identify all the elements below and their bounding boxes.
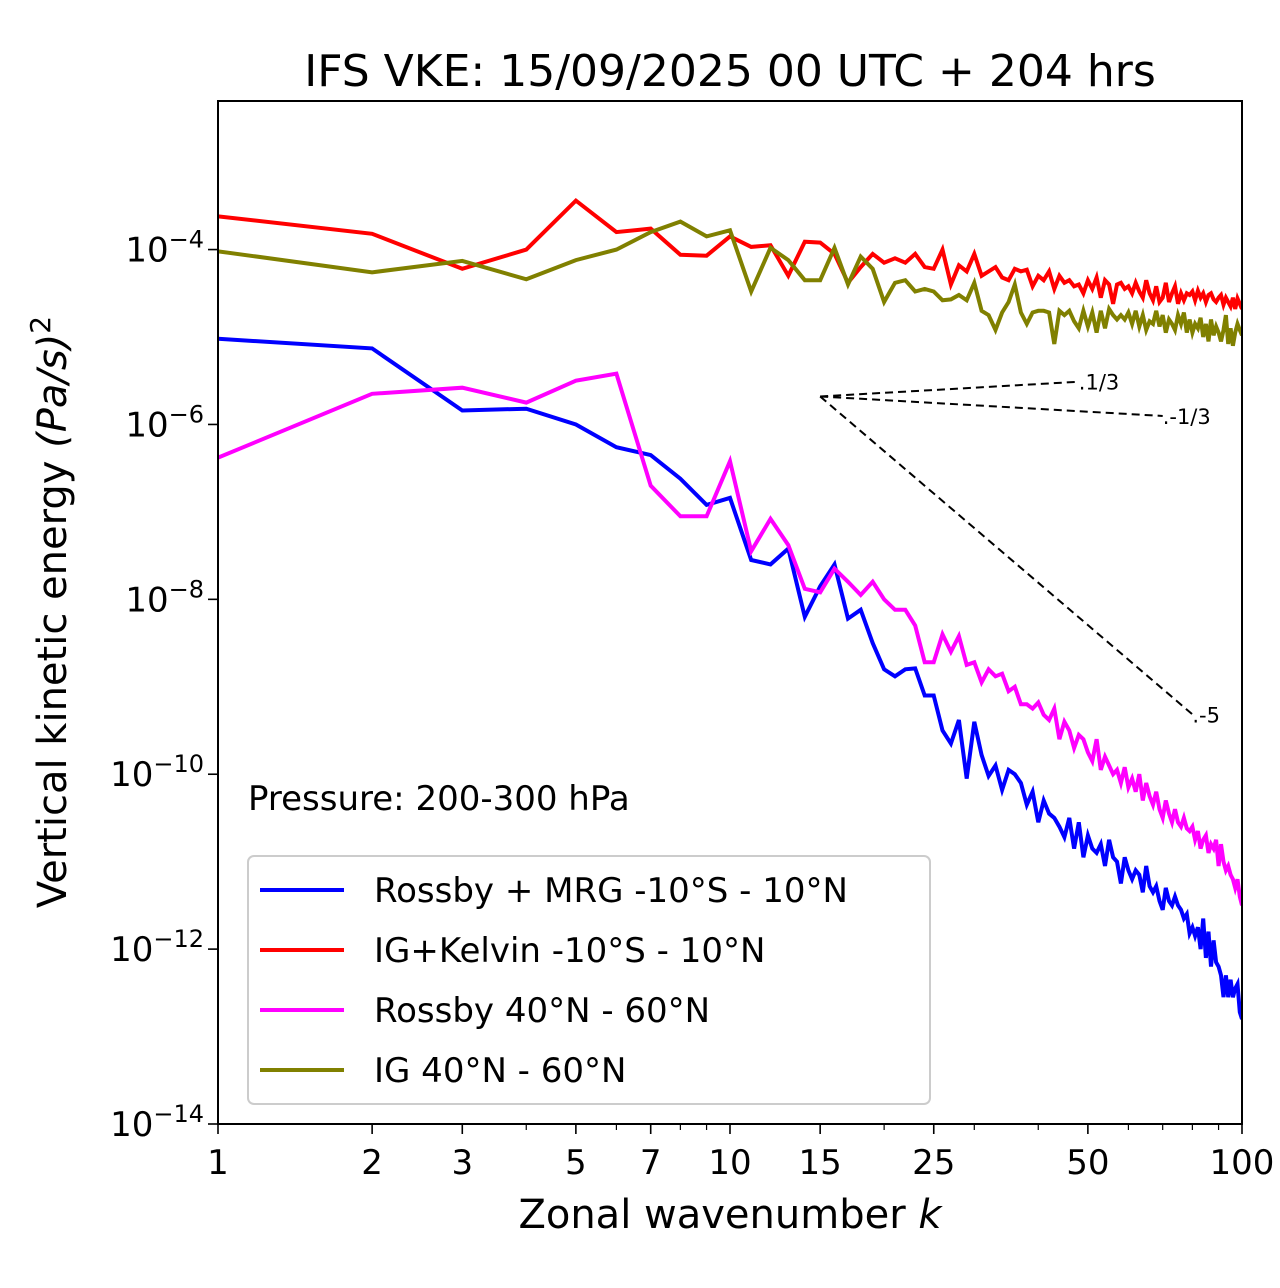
legend: Rossby + MRG -10°S - 10°N IG+Kelvin -10°S…	[247, 855, 931, 1105]
x-tick-label: 10	[708, 1143, 751, 1183]
reference-slope-label-2: .-1/3	[1163, 405, 1211, 429]
x-tick-label: 25	[912, 1143, 955, 1183]
y-axis-label-text: Vertical kinetic energy	[30, 461, 76, 909]
y-tick-exponent: −8	[169, 575, 204, 603]
y-tick-base: 10	[125, 580, 168, 620]
y-axis-label: Vertical kinetic energy (Pa/s)2	[24, 316, 76, 908]
legend-label-3: Rossby 40°N - 60°N	[374, 991, 710, 1031]
x-axis-label: Zonal wavenumber k	[518, 1192, 943, 1238]
series-line-3	[218, 371, 1242, 906]
x-tick-label: 15	[799, 1143, 842, 1183]
chart-title: IFS VKE: 15/09/2025 00 UTC + 204 hrs	[304, 46, 1156, 97]
y-tick-base: 10	[110, 755, 153, 795]
y-tick-exponent: −6	[169, 400, 204, 428]
series-line-1	[218, 336, 1242, 1020]
x-axis: 1 2 3 5 7 10 15 25 50 100	[207, 1124, 1274, 1183]
reference-slope-line-1	[820, 380, 1079, 398]
legend-box	[247, 855, 931, 1105]
x-tick-label: 100	[1210, 1143, 1275, 1183]
x-tick-label: 2	[361, 1143, 383, 1183]
y-tick-exponent: −10	[153, 750, 204, 778]
legend-label-4: IG 40°N - 60°N	[374, 1051, 626, 1091]
y-axis-label-units: (Pa/s)	[30, 334, 76, 448]
reference-slopes: .1/3 .-1/3 .-5	[819, 371, 1220, 727]
y-tick-exponent: −14	[153, 1100, 204, 1128]
y-tick-label: 10−6	[125, 400, 204, 445]
x-axis-label-text: Zonal wavenumber	[518, 1192, 906, 1238]
pressure-annotation: Pressure: 200-300 hPa	[248, 779, 630, 819]
y-tick-base: 10	[110, 1105, 153, 1145]
legend-label-2: IG+Kelvin -10°S - 10°N	[374, 931, 765, 971]
y-axis-label-exponent: 2	[24, 316, 57, 334]
y-tick-label: 10−8	[125, 575, 204, 620]
y-tick-label: 10−12	[110, 925, 204, 970]
series-layer	[218, 197, 1242, 1020]
y-tick-exponent: −12	[153, 925, 204, 953]
x-tick-label: 5	[565, 1143, 587, 1183]
y-tick-label: 10−4	[125, 226, 204, 271]
legend-label-1: Rossby + MRG -10°S - 10°N	[374, 871, 848, 911]
reference-slope-line-3	[819, 395, 1194, 716]
y-tick-exponent: −4	[169, 226, 204, 254]
y-tick-label: 10−10	[110, 750, 204, 795]
reference-slope-label-1: .1/3	[1079, 371, 1119, 395]
x-axis-label-var: k	[918, 1192, 943, 1238]
reference-slope-line-2	[820, 395, 1163, 417]
x-tick-label: 1	[207, 1143, 229, 1183]
y-tick-base: 10	[125, 231, 168, 271]
series-line-4	[218, 219, 1242, 347]
x-tick-label: 7	[640, 1143, 662, 1183]
reference-slope-label-3: .-5	[1192, 703, 1220, 727]
y-tick-base: 10	[110, 930, 153, 970]
x-tick-label: 3	[451, 1143, 473, 1183]
y-tick-base: 10	[125, 405, 168, 445]
y-tick-label: 10−14	[110, 1100, 204, 1145]
x-tick-label: 50	[1066, 1143, 1109, 1183]
